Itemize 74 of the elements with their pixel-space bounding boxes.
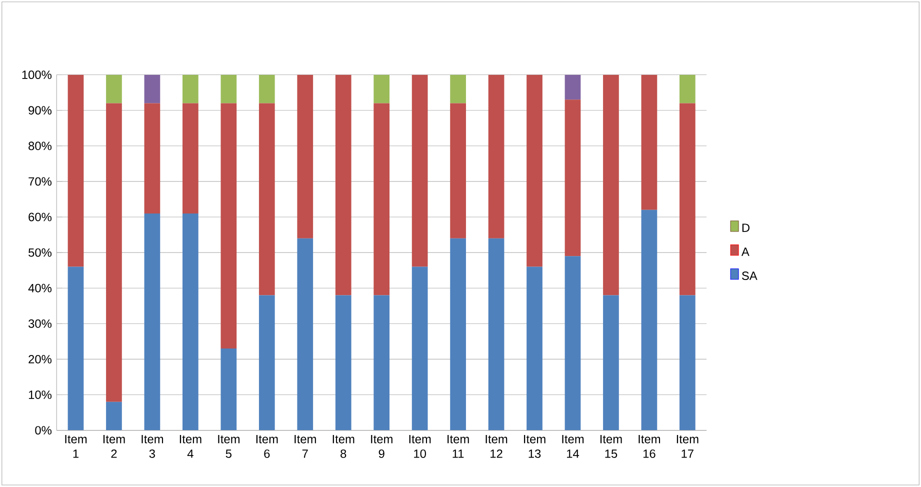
- y-tick-label: 100%: [22, 70, 52, 80]
- bar: [488, 238, 504, 430]
- bar: [526, 74, 542, 267]
- y-tick-label: 80%: [28, 142, 52, 150]
- x-tick-label: Item 14: [562, 435, 584, 458]
- bar: [297, 74, 314, 238]
- x-tick-label: Item 9: [371, 435, 392, 458]
- bar: [374, 74, 390, 104]
- y-tick-label: 60%: [28, 212, 52, 222]
- bar: [641, 74, 658, 210]
- bar: [450, 103, 466, 238]
- x-tick-label: Item 1: [65, 435, 87, 458]
- bar: [335, 74, 352, 296]
- legend-label: A: [741, 248, 750, 256]
- bar: [488, 74, 504, 238]
- x-tick-label: Item 17: [676, 435, 698, 458]
- bar: [641, 210, 658, 430]
- bar: [603, 74, 619, 296]
- bar: [680, 74, 696, 104]
- bar: [297, 238, 314, 430]
- bar: [220, 74, 237, 104]
- bar: [68, 74, 84, 267]
- bar: [258, 74, 275, 104]
- bar: [106, 402, 122, 430]
- bar: [182, 213, 198, 430]
- bar: [680, 103, 696, 296]
- x-tick-label: Item 13: [524, 435, 546, 458]
- bar: [412, 266, 428, 430]
- bar: [144, 74, 160, 104]
- bar: [258, 103, 275, 296]
- y-tick-label: 20%: [28, 355, 52, 364]
- bar: [68, 266, 84, 430]
- y-tick-label: 0%: [35, 426, 52, 435]
- bar: [564, 256, 581, 430]
- y-tick-label: 10%: [28, 390, 52, 400]
- bar: [106, 103, 122, 402]
- bar: [106, 74, 122, 104]
- y-tick-label: 50%: [28, 248, 52, 257]
- x-tick-label: Item 8: [332, 435, 354, 458]
- x-tick-label: Item 4: [180, 435, 202, 458]
- bar: [144, 103, 160, 214]
- bar: [450, 238, 466, 430]
- bar: [182, 103, 198, 214]
- bar: [450, 74, 466, 104]
- x-tick-label: Item 7: [294, 435, 316, 458]
- x-tick-label: Item 11: [448, 435, 469, 458]
- x-tick-label: Item 16: [638, 435, 660, 458]
- x-tick-label: Item 15: [600, 435, 622, 458]
- bar: [526, 266, 542, 430]
- x-tick-label: Item 2: [103, 435, 125, 458]
- x-tick-label: Item 3: [142, 435, 164, 458]
- bar: [220, 103, 237, 349]
- x-tick-label: Item 12: [486, 435, 508, 458]
- bar: [564, 100, 581, 256]
- y-tick-label: 30%: [28, 319, 52, 328]
- bar: [220, 348, 237, 430]
- bar: [182, 74, 198, 104]
- bar: [412, 74, 428, 267]
- bar: [374, 103, 390, 296]
- legend-label: SA: [742, 272, 758, 280]
- bar: [564, 74, 581, 100]
- y-tick-label: 90%: [28, 106, 52, 115]
- legend-label: D: [742, 224, 750, 232]
- y-tick-label: 70%: [28, 177, 52, 186]
- y-tick-label: 40%: [28, 284, 52, 292]
- bar: [335, 295, 352, 430]
- bar: [603, 295, 619, 430]
- x-tick-label: Item 6: [256, 435, 278, 458]
- bar: [144, 213, 160, 430]
- bar: [374, 295, 390, 430]
- x-tick-label: Item 5: [218, 435, 240, 458]
- x-tick-label: Item 10: [409, 435, 431, 458]
- bar: [258, 295, 275, 430]
- bar: [680, 295, 696, 430]
